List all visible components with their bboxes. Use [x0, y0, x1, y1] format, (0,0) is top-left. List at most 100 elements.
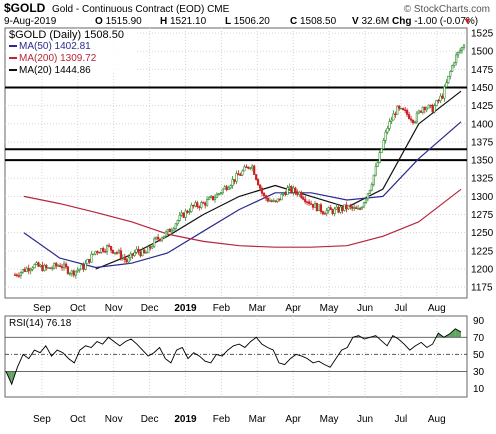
candle-body: [21, 269, 24, 273]
candle-body: [445, 82, 448, 88]
candle-body: [453, 62, 456, 66]
rsi-overbought-fill: [455, 328, 461, 338]
price-tick-label: 1475: [471, 65, 494, 76]
rsi-line: [5, 328, 462, 386]
candle-body: [104, 251, 107, 253]
time-tick-label: Mar: [249, 303, 267, 314]
candle-body: [304, 199, 307, 203]
candle-body: [88, 259, 91, 263]
candle: [376, 160, 379, 167]
candle: [443, 84, 446, 102]
candle: [92, 253, 95, 256]
candle: [219, 191, 223, 196]
candle: [364, 197, 368, 205]
candle: [239, 172, 242, 176]
candle-body: [143, 249, 146, 254]
candle-body: [313, 203, 317, 208]
candle: [111, 249, 115, 254]
candle-body: [374, 166, 377, 176]
candle: [411, 119, 415, 125]
price-panel: 1175 1200 1225 1250 1275 1300 1325 1350 1375 1400…: [4, 27, 494, 314]
candle-body: [43, 264, 46, 271]
candle: [170, 227, 173, 235]
candle: [215, 192, 219, 199]
candle: [455, 52, 458, 66]
candle-body: [13, 274, 17, 276]
price-panel-frame: [4, 27, 468, 299]
candle-body: [315, 203, 319, 212]
candle: [427, 104, 430, 109]
candle-body: [400, 107, 403, 110]
candle-body: [433, 105, 436, 113]
candle: [437, 98, 440, 104]
candle: [280, 193, 283, 201]
candle-body: [96, 251, 99, 253]
candle: [329, 205, 332, 211]
candle: [388, 118, 391, 131]
candle-body: [35, 262, 38, 265]
candle: [174, 223, 177, 232]
candle: [255, 174, 258, 181]
time-tick-label: 2019: [174, 414, 197, 425]
candle-body: [129, 253, 132, 258]
candle: [407, 111, 411, 120]
candle-body: [360, 206, 364, 210]
candle: [66, 265, 69, 275]
candle-body: [382, 140, 385, 149]
candle-body: [292, 187, 295, 193]
candle: [425, 106, 428, 113]
candle: [347, 205, 350, 211]
candle-body: [194, 202, 197, 207]
candle: [56, 264, 60, 267]
candle: [341, 206, 344, 214]
time-tick-label: May: [320, 303, 339, 314]
candle-body: [164, 231, 168, 237]
legend-background: [6, 29, 136, 73]
time-tick-label: Apr: [285, 414, 301, 425]
candle-body: [72, 270, 75, 276]
candle-body: [174, 223, 177, 229]
candle: [249, 167, 252, 171]
candle-body: [253, 165, 256, 175]
candle: [225, 184, 228, 192]
candle: [402, 107, 405, 111]
candle-body: [439, 95, 442, 101]
candle: [300, 190, 303, 199]
rsi-series: [5, 328, 462, 386]
time-tick-label: Nov: [105, 303, 123, 314]
candle: [356, 204, 360, 210]
candle-body: [353, 207, 356, 209]
price-tick-label: 1275: [471, 210, 494, 221]
candle: [460, 46, 464, 54]
candle-body: [47, 267, 50, 269]
rsi-tick-label: 50: [473, 350, 485, 361]
price-tick-label: 1225: [471, 246, 494, 257]
candle-body: [90, 253, 93, 263]
candle-body: [123, 257, 126, 261]
candle-body: [74, 270, 77, 276]
candle-body: [333, 208, 336, 214]
candle-body: [215, 193, 219, 199]
candle-body: [284, 193, 287, 195]
candle-body: [231, 179, 234, 186]
candle: [188, 208, 191, 215]
candle-body: [356, 208, 360, 210]
legend-entry: MA(20) 1444.86: [19, 65, 91, 76]
candle-body: [276, 198, 279, 202]
candle: [309, 200, 313, 205]
candle: [241, 169, 244, 177]
candle: [55, 261, 58, 269]
price-tick-label: 1200: [471, 264, 494, 275]
candle: [62, 260, 66, 271]
candle: [441, 93, 444, 100]
candle-body: [435, 100, 438, 106]
candle-body: [141, 249, 144, 257]
candle-body: [188, 211, 191, 213]
candle-body: [280, 194, 283, 201]
candle-body: [415, 112, 419, 123]
candle-body: [37, 262, 40, 267]
candle-body: [86, 259, 89, 264]
candle: [182, 212, 185, 218]
candle: [43, 263, 46, 272]
price-tick-label: 1525: [471, 29, 494, 40]
